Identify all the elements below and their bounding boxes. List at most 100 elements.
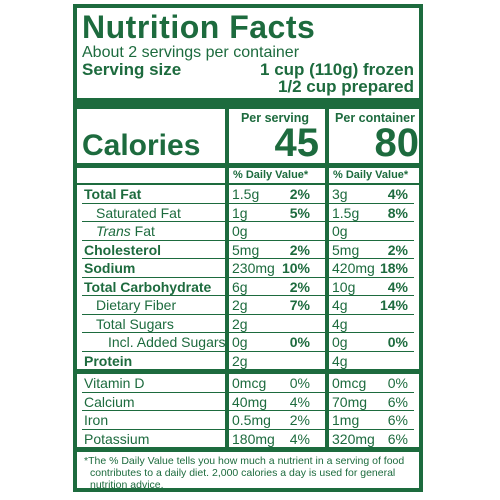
nutrient-amount: 5mg: [332, 241, 360, 258]
column-divider: [225, 314, 229, 332]
nutrient-amount: 0g: [232, 223, 248, 239]
per-container-header: Per container: [335, 111, 415, 125]
vitamins-table: Vitamin D 0mcg 0% 0mcg 0% Calcium 40mg 4% 70mg 6%…: [82, 374, 414, 447]
serving-size-value: 1 cup (110g) frozen 1/2 cup prepared: [260, 61, 414, 95]
column-divider: [225, 296, 229, 314]
column-divider: [325, 277, 329, 295]
column-divider: [325, 222, 329, 240]
nutrition-facts-label: Nutrition Facts About 2 servings per con…: [73, 4, 423, 492]
daily-value-percent: 2%: [289, 278, 310, 295]
daily-value-percent: 0%: [289, 334, 310, 350]
calories-per-container: 80: [374, 121, 420, 165]
calories-label: Calories: [82, 129, 201, 162]
nutrient-name: Cholesterol: [84, 241, 162, 258]
column-divider: [225, 222, 229, 240]
footnote-line-3: nutrition advice.: [90, 479, 164, 491]
column-divider: [225, 259, 229, 277]
nutrients-table: Total Fat 1.5g 2% 3g 4% Saturated Fat 1g 5% 1.5g…: [82, 185, 414, 369]
nutrient-amount: 2g: [232, 315, 248, 332]
protein-divider: [77, 369, 419, 374]
row-divider: [82, 239, 414, 241]
thick-divider: [77, 98, 419, 109]
daily-value-percent: 4%: [387, 278, 408, 295]
daily-value-percent: 6%: [387, 430, 408, 447]
row-divider: [82, 391, 414, 393]
nutrient-amount: 0g: [332, 334, 348, 350]
column-divider: [325, 259, 329, 277]
daily-value-percent: 6%: [387, 393, 408, 410]
daily-value-percent: 4%: [289, 393, 310, 410]
column-divider: [325, 314, 329, 332]
row-divider: [82, 332, 414, 333]
dv-header-serving: % Daily Value*: [233, 169, 309, 181]
row-divider: [82, 410, 414, 411]
nutrient-name: Incl. Added Sugars: [108, 334, 226, 350]
nutrient-name: Total Fat: [84, 186, 142, 202]
row-divider: [82, 202, 414, 204]
column-divider: [325, 392, 329, 410]
column-divider: [225, 185, 229, 203]
dv-header-container: % Daily Value*: [333, 169, 409, 181]
calories-divider: [77, 163, 419, 168]
nutrient-name-italic: Trans: [96, 223, 131, 239]
nutrient-name-rest: Fat: [130, 223, 155, 239]
calories-per-serving: 45: [274, 121, 320, 165]
nutrient-amount: 6g: [232, 278, 248, 295]
column-divider: [325, 185, 329, 203]
row-divider: [82, 313, 414, 315]
nutrient-amount: 0g: [332, 223, 348, 239]
nutrient-name: Total Carbohydrate: [84, 278, 212, 295]
nutrient-amount: 70mg: [332, 393, 368, 410]
nutrient-row: Total Sugars 2g 4g: [82, 314, 414, 332]
column-divider: [225, 351, 229, 369]
nutrient-row: Protein 2g 4g: [82, 351, 414, 369]
nutrient-row: Sodium 230mg 10% 420mg 18%: [82, 259, 414, 277]
column-divider: [325, 333, 329, 351]
nutrient-name: Calcium: [84, 393, 135, 410]
row-divider: [82, 221, 414, 222]
row-divider: [82, 276, 414, 278]
daily-value-percent: 2%: [289, 412, 310, 428]
serving-size-value-line1: 1 cup (110g) frozen: [260, 60, 414, 79]
daily-value-percent: 7%: [289, 297, 310, 313]
nutrient-name: Saturated Fat: [96, 204, 181, 221]
nutrient-row: Dietary Fiber 2g 7% 4g 14%: [82, 296, 414, 314]
column-divider: [325, 374, 329, 392]
nutrient-row: Calcium 40mg 4% 70mg 6%: [82, 392, 414, 410]
nutrient-name: Protein: [84, 352, 133, 369]
nutrient-amount: 420mg: [332, 260, 375, 276]
nutrient-row: Potassium 180mg 4% 320mg 6%: [82, 429, 414, 447]
nutrient-amount: 4g: [332, 315, 348, 332]
nutrient-amount: 5mg: [232, 241, 260, 258]
nutrient-name: Dietary Fiber: [96, 297, 177, 313]
nutrient-amount: 320mg: [332, 430, 375, 447]
daily-value-percent: 4%: [387, 186, 408, 202]
nutrient-amount: 1mg: [332, 412, 360, 428]
label-title: Nutrition Facts: [82, 9, 316, 45]
column-divider: [225, 392, 229, 410]
nutrient-row: Iron 0.5mg 2% 1mg 6%: [82, 411, 414, 429]
row-divider: [82, 428, 414, 430]
daily-value-header-row: % Daily Value* % Daily Value*: [82, 168, 414, 183]
daily-value-percent: 0%: [387, 334, 408, 350]
column-divider: [225, 203, 229, 221]
column-divider: [225, 429, 229, 447]
daily-value-percent: 18%: [379, 260, 408, 276]
footnote-line-2: contributes to a daily diet. 2,000 calor…: [90, 467, 396, 479]
nutrient-row: Vitamin D 0mcg 0% 0mcg 0%: [82, 374, 414, 392]
per-serving-header: Per serving: [240, 111, 310, 125]
daily-value-percent: 5%: [289, 204, 310, 221]
dv-divider: [77, 183, 419, 185]
calories-block: Calories Per serving Per container 45 80: [82, 109, 419, 168]
nutrient-row: Saturated Fat 1g 5% 1.5g 8%: [82, 203, 414, 221]
daily-value-percent: 2%: [289, 186, 310, 202]
nutrient-amount: 0mcg: [332, 375, 367, 391]
nutrient-amount: 4g: [332, 352, 348, 369]
nutrient-amount: 3g: [332, 186, 348, 202]
serving-size-row: Serving size 1 cup (110g) frozen 1/2 cup…: [82, 61, 414, 95]
column-divider-1b: [225, 168, 229, 183]
daily-value-percent: 0%: [387, 375, 408, 391]
daily-value-percent: 8%: [387, 204, 408, 221]
column-divider: [325, 240, 329, 258]
nutrient-name: Iron: [84, 412, 109, 428]
